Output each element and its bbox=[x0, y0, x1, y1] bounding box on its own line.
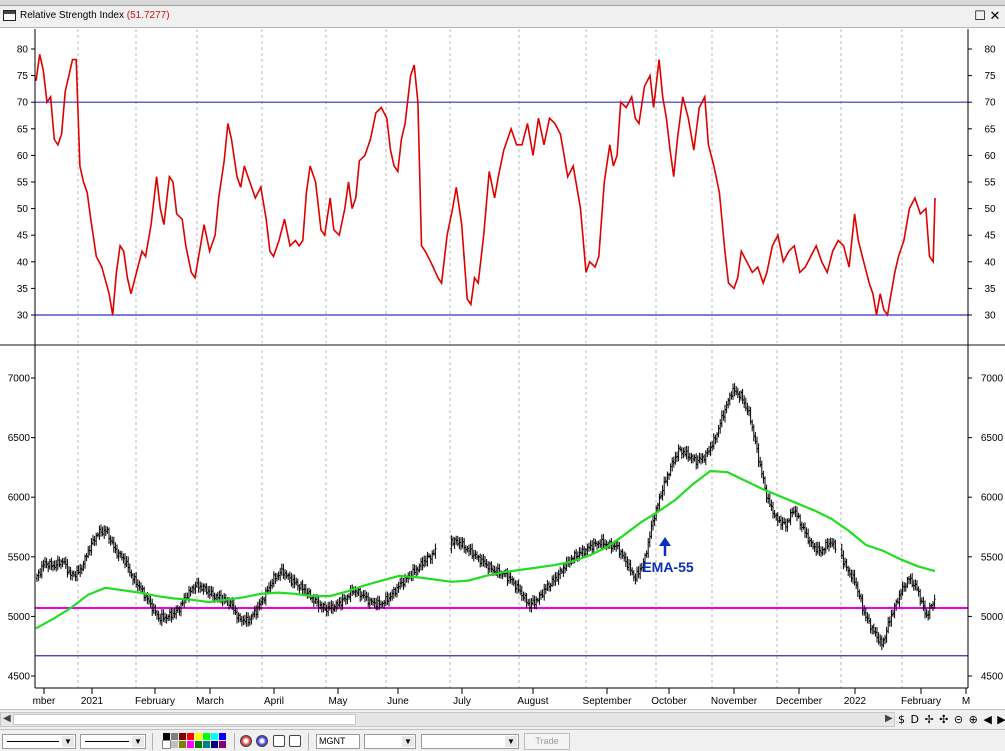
rsi-tick-label-left: 35 bbox=[17, 284, 29, 295]
interval-select[interactable]: ▼ bbox=[364, 734, 416, 749]
bottom-toolbar: ▼ ▼ MGNT ▼ ▼ Trade bbox=[0, 729, 1005, 751]
price-tick-label-right: 6500 bbox=[981, 433, 1004, 444]
indicator-title: Relative Strength Index (51.7277) bbox=[20, 10, 170, 21]
navigation-glyphs[interactable]: $ D ✢ ✣ ⊝ ⊕ ◀ ▶ bbox=[898, 713, 1005, 726]
rsi-tick-label-right: 60 bbox=[984, 151, 996, 162]
rsi-tick-label-right: 55 bbox=[984, 178, 996, 189]
rsi-tick-label-right: 70 bbox=[984, 98, 996, 109]
symbol-field[interactable]: MGNT bbox=[316, 734, 360, 749]
x-tick-label: M bbox=[962, 696, 970, 707]
rsi-tick-label-right: 80 bbox=[984, 45, 996, 56]
rsi-tick-label-left: 60 bbox=[17, 151, 29, 162]
price-tick-label-left: 7000 bbox=[8, 374, 31, 385]
indicator-titlebar: Relative Strength Index (51.7277) ☐ ✕ bbox=[0, 6, 1005, 28]
x-tick-label: April bbox=[264, 696, 284, 707]
x-axis: mber 2021 February March April May June July Aug… bbox=[33, 687, 970, 707]
rsi-tick-label-right: 75 bbox=[984, 71, 996, 82]
x-tick-label: September bbox=[583, 696, 633, 707]
x-tick-label: February bbox=[135, 696, 175, 707]
x-tick-label: March bbox=[196, 696, 224, 707]
price-tick-label-right: 7000 bbox=[981, 374, 1004, 385]
window-icon bbox=[3, 10, 16, 21]
price-tick-label-right: 6000 bbox=[981, 493, 1004, 504]
scroll-right-icon[interactable]: ▶ bbox=[885, 713, 893, 724]
rsi-tick-label-left: 45 bbox=[17, 231, 29, 242]
color-palette[interactable] bbox=[162, 733, 227, 749]
x-tick-label: June bbox=[387, 696, 409, 707]
rsi-tick-label-right: 30 bbox=[984, 311, 996, 322]
x-tick-label: December bbox=[776, 696, 823, 707]
chart-area[interactable]: 80 75 70 65 60 55 50 45 40 35 30 80 75 70 65 60 55 50 45 4… bbox=[0, 28, 1005, 709]
price-tick-label-left: 6500 bbox=[8, 433, 31, 444]
chevron-down-icon: ▼ bbox=[62, 736, 74, 747]
indicator-value: (51.7277) bbox=[126, 10, 170, 21]
price-tick-label-right: 5500 bbox=[981, 552, 1004, 563]
annotation-arrowhead bbox=[659, 537, 671, 546]
x-tick-label: 2022 bbox=[844, 696, 867, 707]
rsi-tick-label-left: 55 bbox=[17, 178, 29, 189]
ema-annotation: EMA-55 bbox=[642, 537, 694, 575]
price-tick-label-right: 5000 bbox=[981, 612, 1004, 623]
rsi-tick-label-right: 50 bbox=[984, 204, 996, 215]
price-tick-label-left: 5500 bbox=[8, 552, 31, 563]
account-select[interactable]: ▼ bbox=[421, 734, 519, 749]
color-picker-icon[interactable] bbox=[256, 735, 268, 747]
close-icon[interactable]: ✕ bbox=[989, 9, 1001, 24]
horizontal-scrollbar[interactable]: ◀ ▶ bbox=[0, 712, 895, 727]
price-tick-label-left: 6000 bbox=[8, 493, 31, 504]
chevron-down-icon: ▼ bbox=[132, 736, 144, 747]
x-tick-label: November bbox=[711, 696, 758, 707]
rsi-tick-label-left: 40 bbox=[17, 257, 29, 268]
camera-icon[interactable] bbox=[289, 735, 301, 747]
export-icon[interactable] bbox=[273, 735, 285, 747]
rsi-tick-label-right: 45 bbox=[984, 231, 996, 242]
price-tick-label-right: 4500 bbox=[981, 672, 1004, 683]
line-width-select[interactable]: ▼ bbox=[80, 734, 146, 749]
rsi-tick-label-left: 65 bbox=[17, 124, 29, 135]
scrollbar-thumb[interactable] bbox=[13, 714, 356, 725]
line-style-select[interactable]: ▼ bbox=[2, 734, 76, 749]
rsi-tick-label-left: 30 bbox=[17, 311, 29, 322]
price-tick-label-left: 5000 bbox=[8, 612, 31, 623]
x-tick-label: mber bbox=[33, 696, 56, 707]
color-wheel-icon[interactable] bbox=[240, 735, 252, 747]
x-tick-label: May bbox=[329, 696, 348, 707]
chevron-down-icon: ▼ bbox=[402, 736, 414, 747]
rsi-tick-label-right: 65 bbox=[984, 124, 996, 135]
x-tick-label: July bbox=[453, 696, 471, 707]
restore-icon[interactable]: ☐ bbox=[974, 9, 986, 24]
rsi-line bbox=[35, 54, 936, 318]
trade-button[interactable]: Trade bbox=[524, 733, 570, 750]
scroll-left-icon[interactable]: ◀ bbox=[3, 713, 11, 724]
x-tick-label: August bbox=[517, 696, 548, 707]
price-bars bbox=[36, 383, 936, 651]
rsi-tick-label-left: 70 bbox=[17, 98, 29, 109]
scroll-row: ◀ ▶ $ D ✢ ✣ ⊝ ⊕ ◀ ▶ bbox=[0, 709, 1005, 729]
x-tick-label: October bbox=[651, 696, 687, 707]
rsi-panel: 80 75 70 65 60 55 50 45 40 35 30 80 75 70 65 60 55 50 45 4… bbox=[17, 29, 996, 343]
rsi-tick-label-left: 50 bbox=[17, 204, 29, 215]
annotation-label: EMA-55 bbox=[642, 559, 694, 575]
chevron-down-icon: ▼ bbox=[505, 736, 517, 747]
price-panel: 7000 6500 6000 5500 5000 4500 7000 6500 6000 550… bbox=[8, 350, 1004, 688]
top-strip bbox=[0, 0, 1005, 6]
price-tick-label-left: 4500 bbox=[8, 672, 31, 683]
indicator-name: Relative Strength Index bbox=[20, 10, 124, 21]
x-tick-label: 2021 bbox=[81, 696, 104, 707]
rsi-tick-label-left: 80 bbox=[17, 45, 29, 56]
rsi-tick-label-right: 35 bbox=[984, 284, 996, 295]
rsi-tick-label-right: 40 bbox=[984, 257, 996, 268]
ema-line bbox=[35, 469, 936, 630]
rsi-tick-label-left: 75 bbox=[17, 71, 29, 82]
x-tick-label: February bbox=[901, 696, 941, 707]
